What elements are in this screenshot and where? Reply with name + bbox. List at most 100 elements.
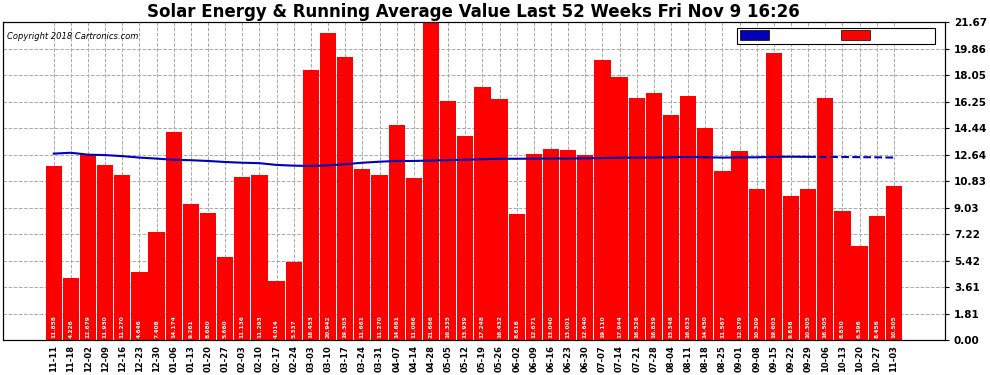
Bar <box>165 132 182 340</box>
Bar <box>132 272 148 340</box>
Text: 13.040: 13.040 <box>548 315 553 338</box>
Text: 11.270: 11.270 <box>120 315 125 338</box>
Bar <box>851 246 867 340</box>
Bar <box>663 115 679 340</box>
Text: 16.526: 16.526 <box>635 315 640 338</box>
Text: 8.680: 8.680 <box>206 320 211 338</box>
Text: 10.505: 10.505 <box>891 315 896 338</box>
Bar <box>97 165 113 340</box>
Bar <box>320 33 337 340</box>
Text: 10.305: 10.305 <box>806 315 811 338</box>
Bar <box>526 154 542 340</box>
Text: 14.450: 14.450 <box>703 315 708 338</box>
Bar <box>748 189 765 340</box>
Text: Copyright 2018 Cartronics.com: Copyright 2018 Cartronics.com <box>8 32 139 41</box>
Text: 12.640: 12.640 <box>583 315 588 338</box>
Text: 21.666: 21.666 <box>429 315 434 338</box>
Text: 11.136: 11.136 <box>240 315 245 338</box>
Bar <box>46 166 62 340</box>
Text: 16.505: 16.505 <box>823 315 828 338</box>
Bar <box>714 171 731 340</box>
Bar <box>868 216 885 340</box>
Text: 7.408: 7.408 <box>154 320 159 338</box>
Text: 5.660: 5.660 <box>223 320 228 338</box>
Text: 17.944: 17.944 <box>617 315 622 338</box>
Text: 16.633: 16.633 <box>686 315 691 338</box>
Bar <box>388 125 405 340</box>
Bar <box>886 186 902 340</box>
Bar <box>440 100 456 340</box>
Bar <box>457 136 473 340</box>
Bar <box>800 189 817 340</box>
Text: 16.335: 16.335 <box>446 315 450 338</box>
Bar <box>251 175 267 340</box>
Bar <box>235 177 250 340</box>
Bar <box>183 204 199 340</box>
Bar <box>543 149 559 340</box>
Bar <box>645 93 662 340</box>
Bar <box>62 278 79 340</box>
Text: 4.014: 4.014 <box>274 320 279 338</box>
Bar <box>303 69 319 340</box>
Legend: Average ($), Weekly ($): Average ($), Weekly ($) <box>737 27 936 44</box>
Text: 19.603: 19.603 <box>771 315 776 338</box>
Text: 9.261: 9.261 <box>188 320 193 338</box>
Text: 11.293: 11.293 <box>257 315 262 338</box>
Text: 15.348: 15.348 <box>668 315 673 338</box>
Bar <box>406 178 422 340</box>
Text: 4.646: 4.646 <box>137 319 142 338</box>
Text: 11.066: 11.066 <box>411 315 416 338</box>
Text: 12.679: 12.679 <box>85 315 90 338</box>
Bar <box>612 77 628 340</box>
Text: 8.456: 8.456 <box>874 319 879 338</box>
Bar <box>783 196 799 340</box>
Text: 18.453: 18.453 <box>309 315 314 338</box>
Text: 12.671: 12.671 <box>532 315 537 338</box>
Text: 9.836: 9.836 <box>788 320 793 338</box>
Bar <box>680 96 696 340</box>
Text: 16.839: 16.839 <box>651 315 656 338</box>
Bar <box>732 151 747 340</box>
Bar <box>286 262 302 340</box>
Text: 11.270: 11.270 <box>377 315 382 338</box>
Text: 14.661: 14.661 <box>394 315 399 338</box>
Text: 8.830: 8.830 <box>840 320 844 338</box>
Text: 13.001: 13.001 <box>565 315 570 338</box>
Bar <box>217 257 234 340</box>
Text: 20.942: 20.942 <box>326 315 331 338</box>
Bar <box>80 154 96 340</box>
Text: 5.337: 5.337 <box>291 319 296 338</box>
Bar <box>354 169 370 340</box>
Text: 17.248: 17.248 <box>480 315 485 338</box>
Bar <box>114 175 131 340</box>
Text: 12.879: 12.879 <box>737 315 742 338</box>
Bar <box>200 213 216 340</box>
Text: 6.396: 6.396 <box>857 320 862 338</box>
Bar <box>560 150 576 340</box>
Text: 19.303: 19.303 <box>343 315 347 338</box>
Text: 13.939: 13.939 <box>462 315 467 338</box>
Bar <box>268 281 285 340</box>
Bar <box>337 57 353 340</box>
Text: 19.110: 19.110 <box>600 315 605 338</box>
Title: Solar Energy & Running Average Value Last 52 Weeks Fri Nov 9 16:26: Solar Energy & Running Average Value Las… <box>148 3 800 21</box>
Text: 11.858: 11.858 <box>51 315 56 338</box>
Text: 4.226: 4.226 <box>68 319 73 338</box>
Bar <box>629 98 644 340</box>
Bar <box>509 214 525 340</box>
Text: 11.567: 11.567 <box>720 315 725 338</box>
Text: 14.174: 14.174 <box>171 315 176 338</box>
Text: 11.930: 11.930 <box>103 315 108 338</box>
Bar <box>835 211 850 340</box>
Text: 10.309: 10.309 <box>754 315 759 338</box>
Bar <box>577 155 593 340</box>
Bar <box>594 60 611 340</box>
Bar <box>491 99 508 340</box>
Bar <box>817 98 834 340</box>
Bar <box>697 128 714 340</box>
Bar <box>474 87 490 340</box>
Bar <box>423 22 440 340</box>
Text: 16.432: 16.432 <box>497 315 502 338</box>
Text: 8.616: 8.616 <box>514 319 519 338</box>
Text: 11.661: 11.661 <box>359 315 365 338</box>
